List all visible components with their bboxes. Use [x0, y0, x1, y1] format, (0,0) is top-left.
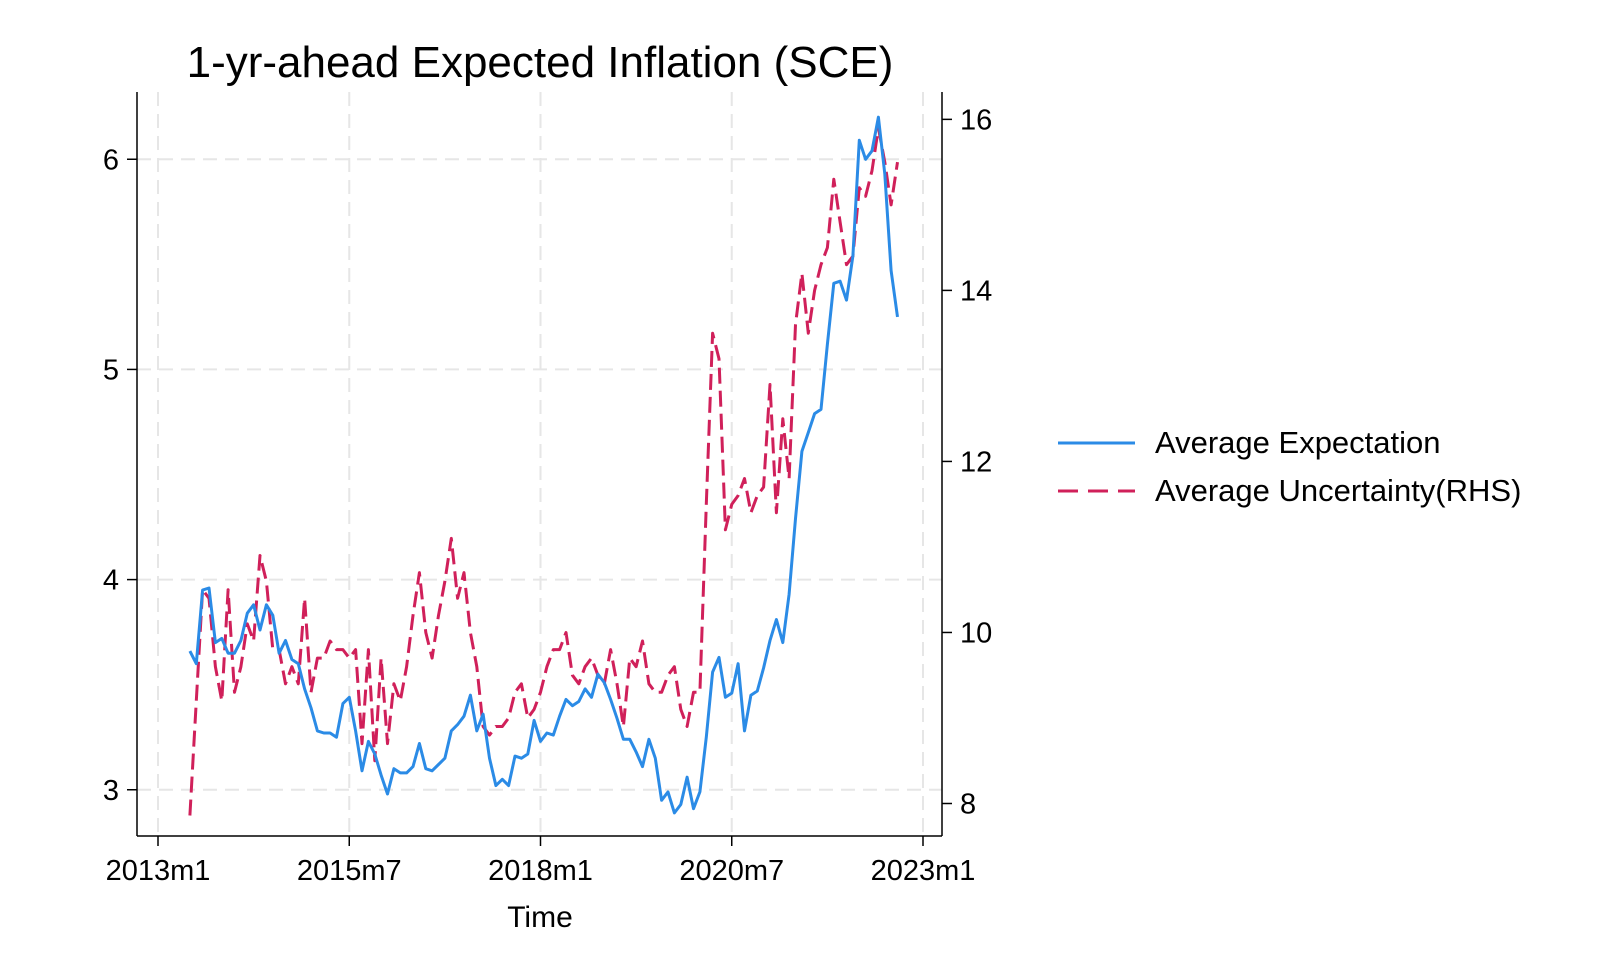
legend: Average Expectation Average Uncertainty(R… [1058, 425, 1521, 508]
y-right-tick-label: 16 [960, 104, 992, 136]
y-axis-right: 8 10 12 14 16 [942, 104, 992, 821]
y-left-tick-label: 3 [103, 775, 119, 807]
y-right-tick-label: 8 [960, 789, 976, 821]
x-tick-label: 2023m1 [871, 855, 976, 887]
chart-title: 1-yr-ahead Expected Inflation (SCE) [187, 38, 894, 87]
x-tick-label: 2015m7 [297, 855, 402, 887]
x-tick-label: 2018m1 [488, 855, 593, 887]
y-right-tick-label: 12 [960, 446, 992, 478]
legend-label: Average Expectation [1155, 425, 1441, 460]
y-right-tick-label: 10 [960, 617, 992, 649]
series-line-uncertainty [188, 126, 899, 816]
x-tick-label: 2013m1 [106, 855, 211, 887]
series-line-expectation [188, 115, 899, 815]
x-axis: 2013m1 2015m7 2018m1 2020m7 2023m1 [106, 836, 976, 887]
x-axis-label: Time [507, 901, 573, 934]
gridlines [137, 92, 942, 836]
plot-frame [136, 92, 943, 837]
y-right-tick-label: 14 [960, 275, 992, 307]
y-left-tick-label: 4 [103, 565, 119, 597]
y-left-tick-label: 5 [103, 354, 119, 386]
y-left-tick-label: 6 [103, 144, 119, 176]
series-layer [188, 115, 899, 816]
legend-label: Average Uncertainty(RHS) [1155, 473, 1521, 508]
y-axis-left: 3 4 5 6 [103, 144, 137, 807]
x-tick-label: 2020m7 [679, 855, 784, 887]
